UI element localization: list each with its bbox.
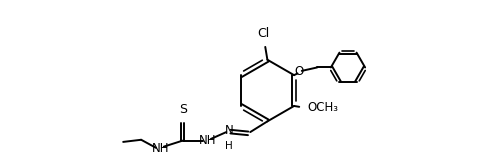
Text: NH: NH: [152, 142, 169, 155]
Text: H: H: [224, 141, 232, 151]
Text: S: S: [179, 103, 186, 116]
Text: N: N: [224, 124, 233, 137]
Text: OCH₃: OCH₃: [308, 101, 339, 114]
Text: O: O: [295, 65, 304, 78]
Text: Cl: Cl: [257, 27, 269, 40]
Text: NH: NH: [199, 134, 216, 147]
